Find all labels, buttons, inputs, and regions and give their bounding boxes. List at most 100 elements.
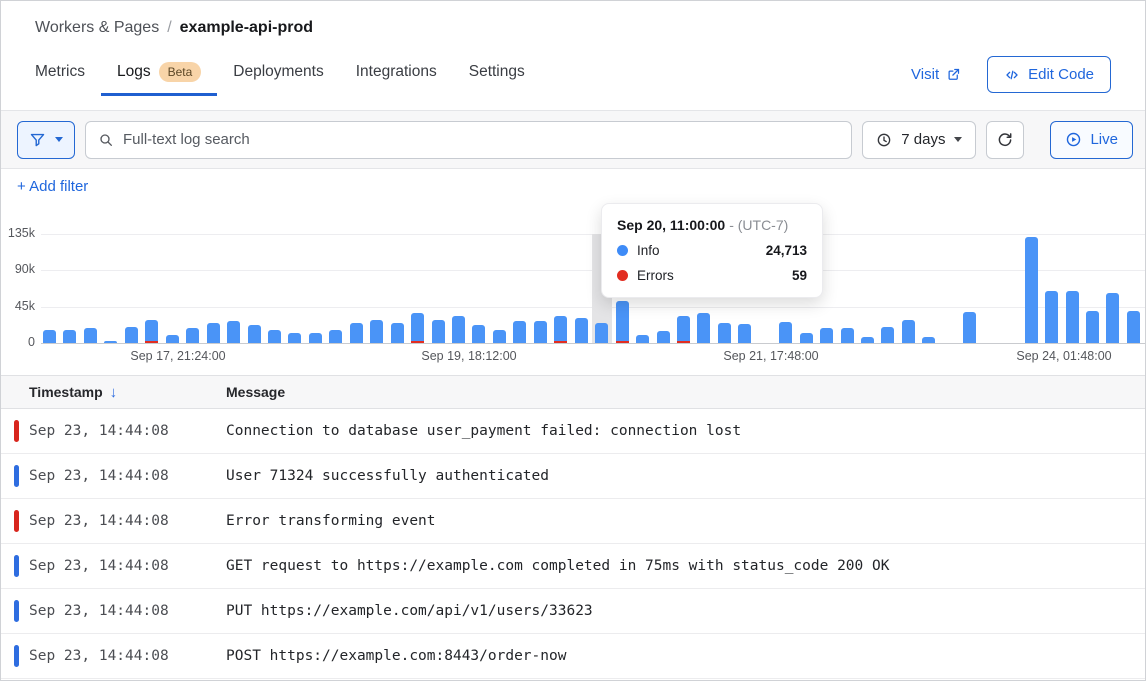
timestamp-cell: Sep 23, 14:44:08: [1, 645, 226, 667]
chart-bar[interactable]: [615, 301, 629, 343]
chart-bar[interactable]: [247, 325, 261, 343]
chart-bar[interactable]: [492, 330, 506, 343]
chart-bar[interactable]: [308, 333, 322, 343]
search-box: [85, 120, 853, 159]
chart-bar[interactable]: [922, 337, 936, 343]
chart-bar[interactable]: [370, 320, 384, 343]
tab-deployments[interactable]: Deployments: [233, 63, 324, 80]
chart-bar[interactable]: [554, 316, 568, 343]
chart-bar[interactable]: [513, 321, 527, 343]
chart-bar-info-segment: [1024, 237, 1038, 343]
chart-bar[interactable]: [636, 335, 650, 343]
play-circle-icon: [1065, 131, 1082, 148]
chart-bar-info-segment: [83, 328, 97, 343]
log-row[interactable]: Sep 23, 14:44:08 User 71324 successfully …: [1, 454, 1145, 499]
chart-bar[interactable]: [186, 328, 200, 343]
chart-bar[interactable]: [145, 320, 159, 343]
chart-bar[interactable]: [533, 321, 547, 343]
chart-bar[interactable]: [881, 327, 895, 343]
chart-bar[interactable]: [861, 337, 874, 343]
live-button[interactable]: Live: [1050, 120, 1133, 159]
chart-bar-error-segment: [145, 341, 159, 343]
chart-bar[interactable]: [963, 312, 977, 343]
chart-bar[interactable]: [717, 323, 731, 343]
chart-bar[interactable]: [779, 322, 793, 343]
chart-bar[interactable]: [901, 320, 915, 343]
y-axis-label: 0: [28, 335, 35, 349]
column-header-timestamp[interactable]: Timestamp ↓: [29, 383, 118, 401]
log-row[interactable]: Sep 23, 14:44:08 GET request to https://e…: [1, 544, 1145, 589]
external-link-icon: [946, 67, 961, 82]
chart-tooltip: Sep 20, 11:00:00- (UTC-7) Info 24,713 Er…: [601, 203, 823, 298]
log-row[interactable]: Sep 23, 14:44:08 Error transforming event: [1, 499, 1145, 544]
chart-bar[interactable]: [329, 330, 343, 343]
tab-settings[interactable]: Settings: [468, 63, 525, 80]
chart-bar[interactable]: [1085, 311, 1099, 343]
chart-bar[interactable]: [820, 328, 834, 343]
breadcrumb-workers-pages[interactable]: Workers & Pages: [35, 19, 160, 36]
chart-bar[interactable]: [1024, 237, 1038, 343]
time-range-dropdown[interactable]: 7 days: [862, 120, 977, 159]
chart-bar-info-segment: [472, 325, 486, 343]
chart-bar[interactable]: [799, 333, 813, 343]
chart-bar[interactable]: [472, 325, 486, 343]
chart-bar[interactable]: [411, 313, 425, 343]
breadcrumb-separator: /: [167, 19, 172, 36]
chart-bar-info-segment: [390, 323, 404, 343]
chart-bar[interactable]: [288, 333, 302, 343]
chart-bar-info-segment: [227, 321, 241, 343]
chart-bar[interactable]: [104, 341, 118, 343]
chart-bar-info-segment: [1085, 311, 1099, 343]
search-input[interactable]: [123, 131, 840, 148]
page-title: example-api-prod: [179, 19, 314, 36]
chart-bar[interactable]: [349, 323, 363, 343]
tab-integrations[interactable]: Integrations: [355, 63, 437, 80]
chart-bar[interactable]: [165, 335, 179, 343]
y-axis-label: 135k: [7, 226, 35, 240]
chart-bar[interactable]: [595, 323, 609, 343]
log-row[interactable]: Sep 23, 14:44:08 POST https://example.com…: [1, 634, 1145, 679]
chart-bar-error-segment: [615, 341, 629, 343]
visit-link[interactable]: Visit: [911, 66, 961, 83]
chart-bar[interactable]: [431, 320, 445, 343]
chart-bar[interactable]: [1045, 291, 1059, 343]
edit-code-button[interactable]: Edit Code: [987, 56, 1111, 93]
chart-bar[interactable]: [697, 313, 711, 343]
chart-bar[interactable]: [676, 316, 690, 343]
refresh-button[interactable]: [986, 120, 1025, 159]
tab-logs[interactable]: Logs Beta: [100, 53, 218, 96]
chart-bar-info-segment: [186, 328, 200, 343]
chart-bar[interactable]: [267, 330, 281, 343]
chart-bar[interactable]: [738, 324, 752, 343]
chart-bar[interactable]: [1126, 311, 1140, 343]
chart-bar[interactable]: [452, 316, 465, 343]
log-row[interactable]: Sep 23, 14:44:08 Connection to database u…: [1, 409, 1145, 454]
chart-bar[interactable]: [574, 318, 588, 343]
tooltip-info-row: Info 24,713: [617, 243, 807, 258]
info-dot-icon: [617, 245, 628, 256]
chart-plot-area: [1, 234, 1145, 343]
chart-bar[interactable]: [390, 323, 404, 343]
chart-bar[interactable]: [840, 328, 854, 343]
add-filter-button[interactable]: + Add filter: [17, 178, 89, 195]
chart-bar[interactable]: [656, 331, 670, 343]
chart-bar-info-segment: [799, 333, 813, 343]
chart-bar[interactable]: [1065, 291, 1079, 343]
chart-bar[interactable]: [206, 323, 220, 343]
chart-bar[interactable]: [227, 321, 241, 343]
chart-bar[interactable]: [124, 327, 138, 343]
message-text: User 71324 successfully authenticated: [226, 468, 550, 484]
filter-dropdown-button[interactable]: [17, 120, 75, 159]
message-text: PUT https://example.com/api/v1/users/336…: [226, 603, 593, 619]
chart-bar[interactable]: [43, 330, 56, 343]
chart-bar[interactable]: [83, 328, 97, 343]
chart-bar-info-segment: [820, 328, 834, 343]
chart-bar-info-segment: [411, 313, 425, 341]
column-header-message: Message: [226, 384, 286, 400]
chart-bar[interactable]: [1106, 293, 1120, 343]
timestamp-cell: Sep 23, 14:44:08: [1, 510, 226, 532]
log-row[interactable]: Sep 23, 14:44:08 PUT https://example.com/…: [1, 589, 1145, 634]
tab-metrics[interactable]: Metrics: [35, 63, 85, 80]
chart-bar[interactable]: [63, 330, 77, 343]
breadcrumb: Workers & Pages / example-api-prod: [19, 19, 1121, 37]
